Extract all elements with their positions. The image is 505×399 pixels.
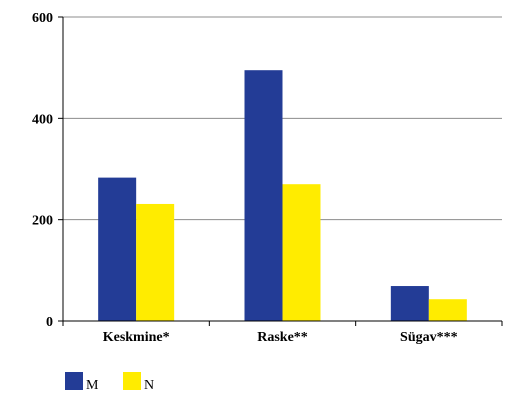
legend-swatch-N [123, 372, 141, 390]
bar-N-1 [282, 184, 321, 321]
axes [58, 16, 503, 326]
bar-M-2 [390, 286, 429, 321]
legend-label-N: N [144, 378, 154, 393]
x-category-label-1: Raske** [257, 330, 308, 345]
y-tick-label-200: 200 [32, 214, 53, 229]
y-tick-label-0: 0 [46, 315, 53, 330]
y-tick-label-400: 400 [32, 112, 53, 127]
bar-M-1 [244, 70, 283, 321]
labels: 0 200 400 600 Keskmine* Raske** Sügav*** [32, 11, 458, 345]
bar-M-0 [98, 177, 137, 321]
y-tick-label-600: 600 [32, 11, 53, 26]
bar-N-2 [428, 299, 467, 321]
x-category-label-0: Keskmine* [103, 330, 170, 345]
x-category-label-2: Sügav*** [400, 330, 458, 345]
legend-label-M: M [86, 378, 99, 393]
bars [98, 70, 467, 321]
bar-N-0 [136, 203, 175, 321]
legend-swatch-M [65, 372, 83, 390]
